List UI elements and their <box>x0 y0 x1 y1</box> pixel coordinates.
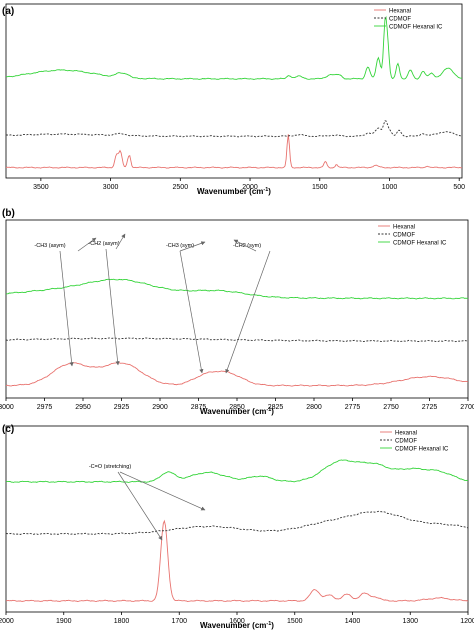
x-tick-label: 1200 <box>460 618 474 625</box>
legend-entry: CDMOF <box>393 232 415 238</box>
x-tick-label: 1900 <box>56 618 72 625</box>
x-tick-label: 2975 <box>37 404 53 411</box>
annotation-label: -CH3 (asym) <box>34 243 65 249</box>
x-tick-label: 2750 <box>383 404 399 411</box>
series-line-cdmof <box>5 120 463 138</box>
x-tick-label: 2000 <box>0 618 14 625</box>
x-tick-label: 1500 <box>312 184 328 191</box>
annotation-arrow <box>119 471 206 511</box>
x-tick-label: 2825 <box>268 404 284 411</box>
x-tick-label: 3000 <box>0 404 14 411</box>
annotation-arrow <box>179 241 206 252</box>
panel-label: (b) <box>2 208 15 219</box>
x-tick-label: 2700 <box>460 404 474 411</box>
x-tick-label: 3000 <box>103 184 119 191</box>
annotation-arrow <box>179 250 204 374</box>
x-tick-label: 2875 <box>191 404 207 411</box>
series-line-cdmof-hexanal-ic <box>5 278 469 300</box>
x-tick-label: 2950 <box>75 404 91 411</box>
x-axis-label: Wavenumber (cm-1) <box>200 407 274 416</box>
x-tick-label: 2925 <box>114 404 130 411</box>
panel-b: 3000 2975 2950 2925 2900 2875 2850 2825 2800 2775… <box>0 208 474 416</box>
series-line-hexanal <box>5 519 469 602</box>
x-tick-label: 3500 <box>33 184 49 191</box>
annotation-arrow <box>77 237 97 252</box>
legend-entry: Hexanal <box>393 224 415 230</box>
annotation-label: -CH2 (asym) <box>88 241 119 247</box>
x-tick-label: 2800 <box>306 404 322 411</box>
x-tick-label: 2500 <box>173 184 189 191</box>
x-axis-label: Wavenumber (cm-1) <box>200 621 274 630</box>
x-tick-label: 2725 <box>422 404 438 411</box>
panel-c: 2000 1900 1800 1700 1600 1500 1400 1300 1200 Wave… <box>0 424 474 630</box>
panel-a: 3500 3000 2500 2000 1500 1000 500 Wavenumber (c… <box>2 3 465 196</box>
series-line-cdmof <box>5 510 469 535</box>
series-line-cdmof-hexanal-ic <box>5 15 463 80</box>
annotation-arrow <box>225 250 271 374</box>
series-line-cdmof <box>5 337 469 343</box>
annotation-arrow <box>233 239 257 252</box>
legend-entry: CDMOF Hexanal IC <box>395 446 449 452</box>
x-tick-label: 1700 <box>171 618 187 625</box>
x-tick-label: 2850 <box>229 404 245 411</box>
annotation-arrow <box>117 471 163 541</box>
x-tick-label: 2000 <box>242 184 258 191</box>
series-line-cdmof-hexanal-ic <box>5 459 469 483</box>
panel-label: (a) <box>2 6 14 17</box>
x-tick-label: 1300 <box>402 618 418 625</box>
series-line-hexanal <box>5 134 462 169</box>
series-line-hexanal <box>5 361 469 387</box>
legend-entry: CDMOF <box>389 16 411 22</box>
annotation-arrow <box>59 250 74 367</box>
x-tick-label: 1400 <box>345 618 361 625</box>
legend-entry: Hexanal <box>389 8 411 14</box>
plot-frame <box>5 3 463 179</box>
x-tick-label: 500 <box>453 184 465 191</box>
x-tick-label: 2900 <box>152 404 168 411</box>
x-tick-label: 2775 <box>345 404 361 411</box>
annotation-arrow <box>105 248 120 366</box>
annotation-label: -CH2 (sym) <box>233 243 261 249</box>
legend-entry: Hexanal <box>395 430 417 436</box>
legend-entry: CDMOF <box>395 438 417 444</box>
panel-label: (c) <box>2 424 14 435</box>
annotation-label: -CH3 (sym) <box>166 243 194 249</box>
x-axis-label: Wavenumber (cm-1) <box>197 187 271 196</box>
x-tick-label: 1800 <box>114 618 130 625</box>
legend-entry: CDMOF Hexanal IC <box>393 240 447 246</box>
x-tick-label: 1000 <box>382 184 398 191</box>
legend-entry: CDMOF Hexanal IC <box>389 24 443 30</box>
annotation-label: -C=O (stretching) <box>89 464 131 470</box>
plot-frame <box>5 425 469 613</box>
x-tick-label: 1500 <box>287 618 303 625</box>
x-tick-label: 1600 <box>229 618 245 625</box>
annotation-arrow <box>115 233 126 250</box>
